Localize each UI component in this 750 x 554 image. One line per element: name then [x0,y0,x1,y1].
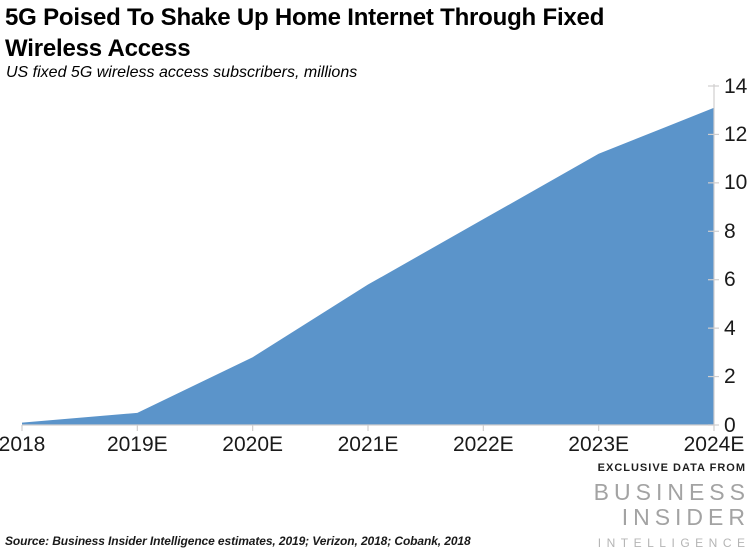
area-series [22,107,714,426]
y-tick-label: 6 [724,268,736,292]
logo-business: BUSINESS [593,479,750,505]
y-tick-label: 8 [724,219,736,243]
x-tick-label: 2022E [452,433,514,456]
y-tick-label: 12 [724,122,748,146]
x-tick-label: 2020E [222,433,284,456]
y-tick-label: 10 [724,171,748,195]
bi-logo: EXCLUSIVE DATA FROM BUSINESS INSIDER INT… [594,462,745,550]
x-tick-label: 2023E [568,433,630,456]
chart-title-line2: Wireless Access [5,35,191,62]
y-tick-label: 2 [724,365,736,389]
source-note: Source: Business Insider Intelligence es… [5,534,471,548]
x-tick-label: 2018 [0,433,46,456]
y-tick-label: 14 [724,74,748,98]
x-tick-label: 2021E [337,433,399,456]
x-tick-label: 2024E [683,433,745,456]
chart-title-line1: 5G Poised To Shake Up Home Internet Thro… [5,4,605,31]
logo-insider: INSIDER [621,504,750,530]
x-tick-label: 2019E [106,433,168,456]
logo-intelligence: INTELLIGENCE [597,536,750,550]
chart-title: 5G Poised To Shake Up Home Internet Thro… [5,2,604,64]
chart-subtitle: US fixed 5G wireless access subscribers,… [6,64,358,81]
logo-tagline: EXCLUSIVE DATA FROM [597,462,746,474]
y-tick-label: 0 [724,413,736,437]
y-tick-label: 4 [724,316,736,340]
